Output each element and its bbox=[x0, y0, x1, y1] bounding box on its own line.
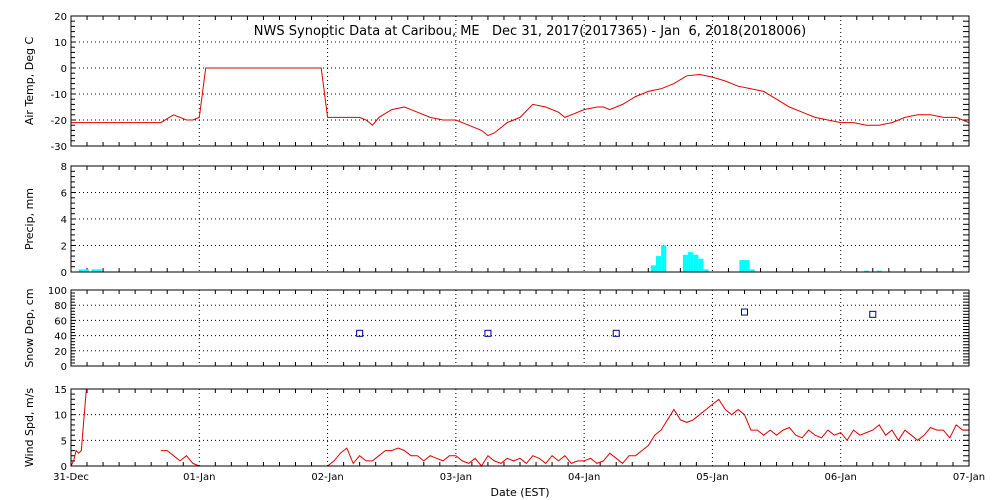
y-axis-title: Snow Dep, cm bbox=[23, 288, 36, 367]
y-tick-label: 2 bbox=[61, 242, 67, 253]
y-tick-label: 4 bbox=[61, 215, 67, 226]
precip-bar bbox=[744, 260, 750, 272]
precip-bar bbox=[693, 254, 699, 272]
y-tick-label: 20 bbox=[54, 347, 67, 358]
snow-depth-point bbox=[869, 310, 877, 318]
x-tick-label: 05-Jan bbox=[696, 472, 728, 483]
y-tick-label: 0 bbox=[61, 64, 67, 75]
x-tick-label: 01-Jan bbox=[183, 472, 215, 483]
panel-1: 8 6 4 2 0 Precip, mm bbox=[23, 162, 970, 279]
y-tick-label: 0 bbox=[61, 268, 67, 279]
precip-bar bbox=[698, 258, 704, 272]
panel-0: 20 10 0 -10 -20 -30 Air Temp, Deg C bbox=[23, 12, 970, 153]
y-tick-label: 8 bbox=[61, 162, 67, 173]
precip-bar bbox=[863, 270, 869, 272]
y-tick-label: 20 bbox=[54, 12, 67, 23]
y-tick-label: -10 bbox=[51, 90, 67, 101]
panel-2: 100 80 60 40 20 0 Snow Dep, cm bbox=[23, 286, 970, 373]
x-tick-label: 07-Jan bbox=[953, 472, 985, 483]
snow-depth-point bbox=[356, 329, 364, 337]
panel-frame bbox=[70, 388, 970, 467]
y-tick-label: 80 bbox=[54, 301, 67, 312]
data-line bbox=[70, 388, 87, 467]
y-tick-label: 5 bbox=[61, 436, 67, 447]
precip-bar bbox=[876, 270, 882, 272]
data-line bbox=[327, 398, 969, 467]
panel-frame bbox=[70, 289, 970, 367]
precip-bar bbox=[688, 252, 694, 272]
y-axis-title: Wind Spd, m/s bbox=[23, 388, 36, 468]
snow-depth-point bbox=[484, 329, 492, 337]
precip-bar bbox=[749, 269, 755, 272]
precip-bar bbox=[655, 256, 662, 272]
x-tick-label: 06-Jan bbox=[825, 472, 857, 483]
y-tick-label: -30 bbox=[51, 142, 67, 153]
precip-bar bbox=[661, 245, 667, 272]
y-tick-label: 15 bbox=[54, 385, 67, 396]
precip-bar bbox=[682, 254, 689, 272]
precip-bar bbox=[739, 260, 745, 272]
data-line bbox=[160, 450, 200, 467]
y-tick-label: 60 bbox=[54, 316, 67, 327]
x-axis-title: Date (EST) bbox=[490, 486, 549, 499]
y-tick-label: 40 bbox=[54, 332, 67, 343]
precip-bar bbox=[83, 269, 89, 272]
precip-bar bbox=[78, 269, 84, 272]
precip-bar bbox=[96, 269, 102, 272]
x-tick-label: 02-Jan bbox=[311, 472, 343, 483]
x-tick-label: 03-Jan bbox=[440, 472, 472, 483]
snow-depth-point bbox=[741, 308, 748, 316]
y-tick-label: 0 bbox=[61, 462, 67, 473]
y-axis-title: Precip, mm bbox=[23, 188, 36, 250]
chart-title: NWS Synoptic Data at Caribou, ME Dec 31,… bbox=[254, 24, 806, 39]
y-tick-label: 6 bbox=[61, 189, 67, 200]
panel-3: 15 10 5 0 Wind Spd, m/s 31-Dec 01-Jan 02-Jan 03-… bbox=[23, 385, 985, 483]
panel-frame bbox=[70, 165, 970, 273]
y-tick-label: -20 bbox=[51, 116, 67, 127]
y-axis-title: Air Temp, Deg C bbox=[23, 37, 36, 126]
y-tick-label: 10 bbox=[54, 38, 67, 49]
x-tick-label: 04-Jan bbox=[568, 472, 600, 483]
y-tick-label: 0 bbox=[61, 362, 67, 373]
precip-bar bbox=[703, 269, 709, 272]
precip-bar bbox=[91, 269, 97, 272]
y-tick-label: 100 bbox=[48, 286, 67, 297]
y-tick-label: 10 bbox=[54, 411, 67, 422]
precip-bar bbox=[650, 265, 656, 272]
panel-frame bbox=[70, 15, 970, 147]
snow-depth-point bbox=[612, 329, 620, 337]
data-line bbox=[71, 67, 970, 137]
x-tick-label: 31-Dec bbox=[53, 472, 89, 483]
